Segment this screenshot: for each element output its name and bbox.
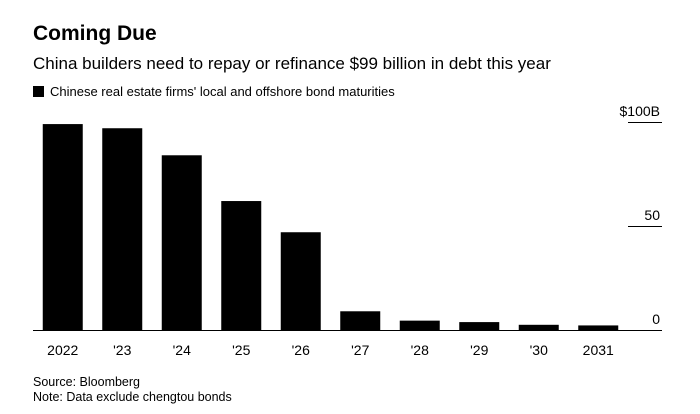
y-tick-label-0: 0	[652, 311, 660, 327]
x-tick-label-7: '29	[470, 342, 488, 358]
bar-0	[42, 124, 83, 330]
x-tick-label-9: 2031	[583, 342, 614, 358]
bar-8	[518, 324, 559, 330]
x-tick-label-4: '26	[292, 342, 310, 358]
y-tick-label-1: 50	[644, 207, 660, 223]
bar-3	[221, 201, 262, 330]
legend: Chinese real estate firms' local and off…	[33, 84, 395, 99]
bar-5	[340, 311, 381, 330]
y-tick-label-2: $100B	[620, 103, 660, 119]
bar-2	[161, 155, 202, 330]
x-tick-label-5: '27	[351, 342, 369, 358]
x-tick-label-0: 2022	[47, 342, 78, 358]
x-tick-label-8: '30	[530, 342, 548, 358]
bar-1	[102, 128, 143, 330]
legend-swatch	[33, 86, 44, 97]
bar-4	[280, 232, 321, 330]
x-tick-label-3: '25	[232, 342, 250, 358]
bar-7	[459, 322, 500, 330]
source-note: Source: Bloomberg	[33, 375, 141, 389]
x-tick-label-6: '28	[411, 342, 429, 358]
data-note: Note: Data exclude chengtou bonds	[33, 390, 232, 404]
bar-6	[399, 320, 440, 330]
chart-subtitle: China builders need to repay or refinanc…	[33, 54, 551, 73]
chart-title: Coming Due	[33, 22, 157, 45]
bar-9	[578, 325, 619, 330]
footer: Source: Bloomberg Note: Data exclude che…	[33, 375, 232, 405]
legend-label: Chinese real estate firms' local and off…	[50, 84, 395, 99]
x-tick-label-2: '24	[173, 342, 191, 358]
x-tick-label-1: '23	[113, 342, 131, 358]
